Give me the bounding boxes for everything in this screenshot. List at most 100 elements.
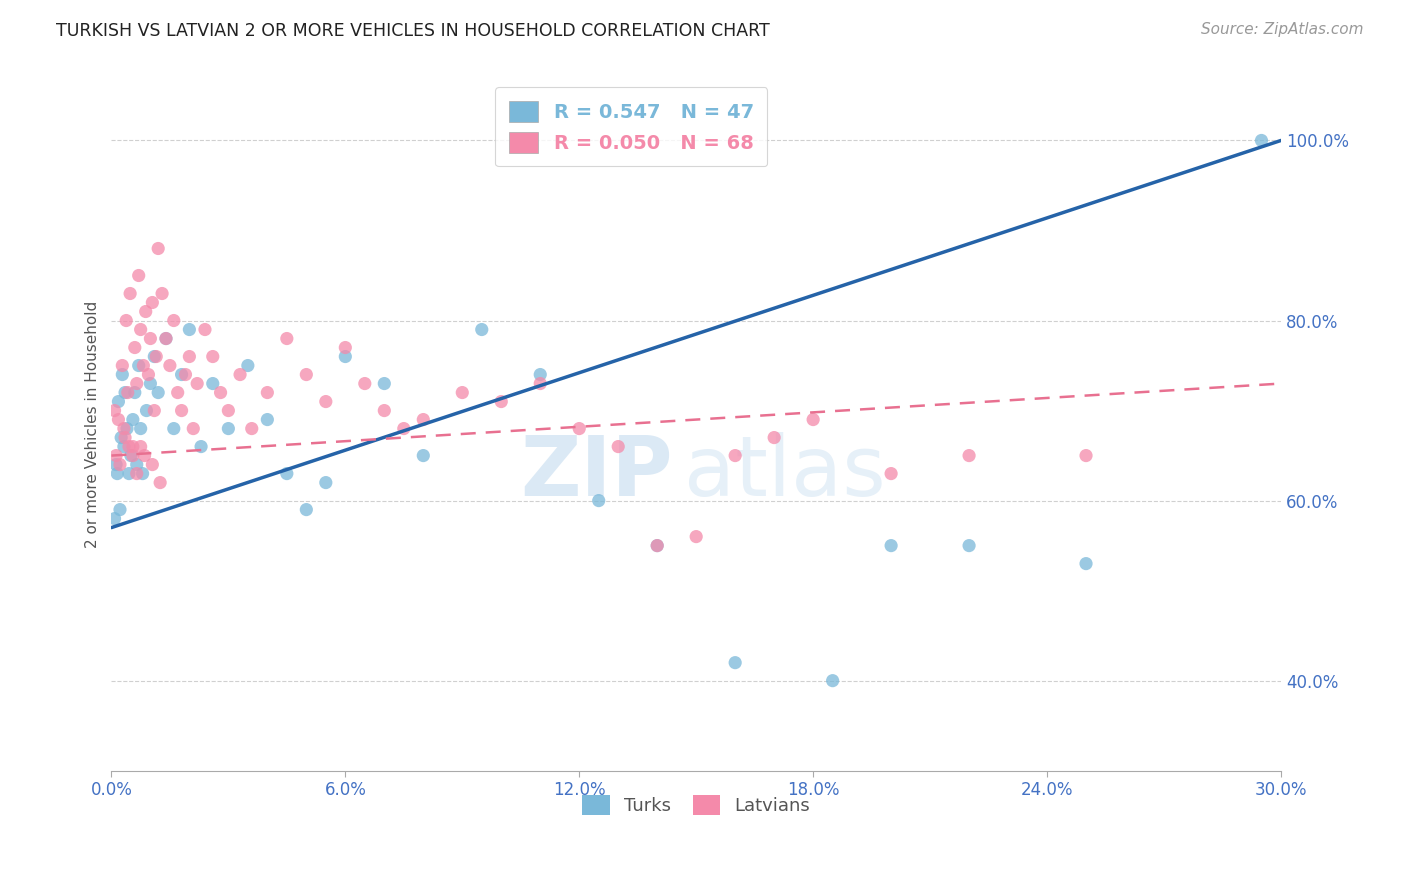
Point [645, 539, 668, 553]
Point [451, 385, 474, 400]
Point [115, 421, 138, 435]
Point [163, 421, 186, 435]
Point [236, 359, 259, 373]
Point [201, 350, 224, 364]
Text: atlas: atlas [685, 432, 886, 513]
Point [373, 403, 395, 417]
Point [125, 467, 148, 481]
Point [529, 368, 551, 382]
Point [412, 449, 434, 463]
Point [155, 332, 177, 346]
Point [295, 502, 318, 516]
Point [107, 394, 129, 409]
Point [105, 458, 128, 472]
Point [1074, 449, 1097, 463]
Point [124, 385, 146, 400]
Point [957, 539, 980, 553]
Point [373, 376, 395, 391]
Text: Source: ZipAtlas.com: Source: ZipAtlas.com [1201, 22, 1364, 37]
Point [194, 322, 217, 336]
Point [129, 440, 152, 454]
Text: ZIP: ZIP [520, 432, 673, 513]
Point [143, 403, 166, 417]
Point [159, 359, 181, 373]
Point [118, 440, 141, 454]
Point [105, 449, 128, 463]
Point [229, 368, 252, 382]
Point [335, 350, 357, 364]
Point [112, 421, 135, 435]
Point [412, 412, 434, 426]
Point [821, 673, 844, 688]
Point [148, 242, 170, 256]
Point [163, 313, 186, 327]
Point [117, 385, 139, 400]
Point [295, 368, 318, 382]
Point [166, 385, 188, 400]
Point [392, 421, 415, 435]
Point [120, 449, 142, 463]
Point [121, 412, 143, 426]
Point [880, 467, 903, 481]
Point [125, 458, 148, 472]
Point [108, 502, 131, 516]
Point [353, 376, 375, 391]
Point [129, 421, 152, 435]
Point [256, 412, 278, 426]
Point [240, 421, 263, 435]
Point [217, 403, 239, 417]
Point [118, 467, 141, 481]
Point [114, 431, 136, 445]
Point [138, 368, 160, 382]
Point [135, 403, 157, 417]
Point [125, 376, 148, 391]
Point [107, 412, 129, 426]
Point [115, 313, 138, 327]
Point [103, 511, 125, 525]
Legend: Turks, Latvians: Turks, Latvians [574, 786, 818, 824]
Point [131, 467, 153, 481]
Point [174, 368, 197, 382]
Point [801, 412, 824, 426]
Point [139, 332, 162, 346]
Point [186, 376, 208, 391]
Point [145, 350, 167, 364]
Point [128, 268, 150, 283]
Point [588, 493, 610, 508]
Point [685, 530, 707, 544]
Point [763, 431, 786, 445]
Point [120, 286, 142, 301]
Point [103, 403, 125, 417]
Point [135, 304, 157, 318]
Point [121, 440, 143, 454]
Point [724, 656, 747, 670]
Point [143, 350, 166, 364]
Point [134, 449, 156, 463]
Point [880, 539, 903, 553]
Point [1074, 557, 1097, 571]
Point [110, 431, 132, 445]
Point [209, 385, 232, 400]
Y-axis label: 2 or more Vehicles in Household: 2 or more Vehicles in Household [86, 301, 100, 548]
Point [132, 359, 155, 373]
Point [568, 421, 591, 435]
Point [607, 440, 630, 454]
Point [957, 449, 980, 463]
Point [201, 376, 224, 391]
Point [111, 368, 134, 382]
Point [155, 332, 177, 346]
Point [124, 341, 146, 355]
Point [149, 475, 172, 490]
Point [112, 440, 135, 454]
Point [471, 322, 494, 336]
Point [181, 421, 204, 435]
Point [139, 376, 162, 391]
Point [179, 322, 201, 336]
Point [128, 359, 150, 373]
Point [276, 467, 298, 481]
Point [724, 449, 747, 463]
Point [105, 467, 128, 481]
Point [276, 332, 298, 346]
Point [315, 475, 337, 490]
Point [148, 385, 170, 400]
